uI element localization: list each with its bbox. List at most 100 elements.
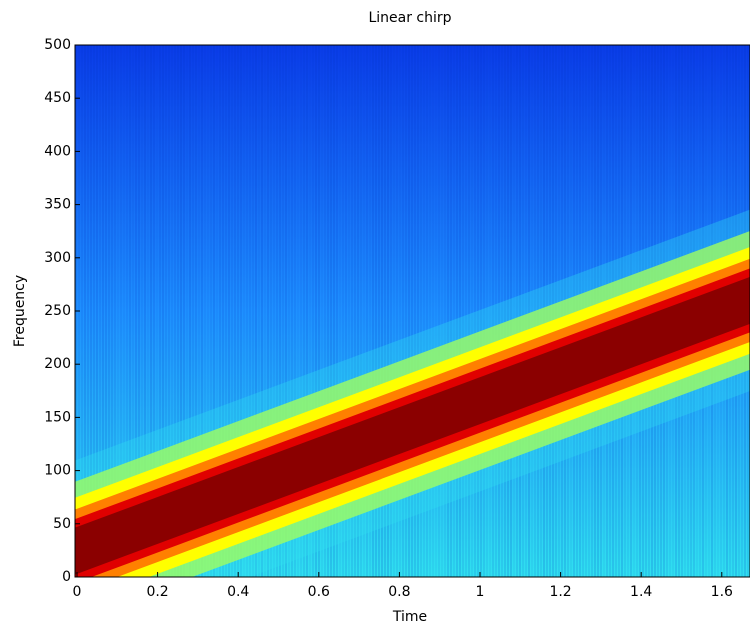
streak: [81, 45, 83, 577]
streak: [399, 45, 401, 577]
x-tick-label: 0.6: [308, 584, 330, 600]
streak: [228, 45, 230, 577]
streak: [120, 45, 122, 577]
streak: [147, 45, 149, 577]
streak: [276, 45, 278, 577]
x-tick-label: 0.4: [227, 584, 249, 600]
x-tick-label: 1.4: [630, 584, 652, 600]
streak: [510, 45, 512, 577]
streak: [378, 45, 380, 577]
y-tick-label: 400: [44, 143, 71, 159]
streak: [114, 45, 116, 577]
streak: [345, 45, 347, 577]
streak: [132, 45, 134, 577]
streak: [429, 45, 431, 577]
y-axis-label: Frequency: [12, 275, 28, 347]
streak: [225, 45, 227, 577]
streak: [90, 45, 92, 577]
streak: [180, 45, 182, 577]
streak: [492, 45, 494, 577]
streak: [231, 45, 233, 577]
streak: [408, 45, 410, 577]
streak: [270, 45, 272, 577]
streak: [297, 45, 299, 577]
streak: [324, 45, 326, 577]
streak: [435, 45, 437, 577]
x-axis-label: Time: [392, 609, 427, 625]
streak: [342, 45, 344, 577]
streak: [204, 45, 206, 577]
chart-title: Linear chirp: [368, 10, 451, 26]
streak: [117, 45, 119, 577]
y-tick-label: 350: [44, 197, 71, 213]
streak: [306, 45, 308, 577]
streak: [165, 45, 167, 577]
streak: [195, 45, 197, 577]
streak: [189, 45, 191, 577]
streak: [300, 45, 302, 577]
streak: [156, 45, 158, 577]
y-tick-label: 0: [62, 569, 71, 585]
streak: [258, 45, 260, 577]
streak: [243, 45, 245, 577]
streak: [186, 45, 188, 577]
streak: [183, 45, 185, 577]
streak: [447, 45, 449, 577]
streak: [369, 45, 371, 577]
streak: [426, 45, 428, 577]
streak: [471, 45, 473, 577]
ridge-band: [75, 276, 750, 575]
streak: [354, 45, 356, 577]
streak: [519, 45, 521, 577]
streak: [477, 45, 479, 577]
streak: [402, 45, 404, 577]
streak: [315, 45, 317, 577]
streak: [417, 45, 419, 577]
streak: [405, 45, 407, 577]
y-tick-label: 300: [44, 250, 71, 266]
streak: [282, 45, 284, 577]
streak: [210, 45, 212, 577]
x-tick-label: 1: [476, 584, 485, 600]
streak: [522, 45, 524, 577]
streak: [375, 45, 377, 577]
streak: [237, 45, 239, 577]
streak: [468, 45, 470, 577]
y-tick-label: 450: [44, 90, 71, 106]
streak: [93, 45, 95, 577]
streak: [420, 45, 422, 577]
streak: [390, 45, 392, 577]
streak: [498, 45, 500, 577]
streak: [285, 45, 287, 577]
streak: [222, 45, 224, 577]
streak: [486, 45, 488, 577]
streak: [531, 45, 533, 577]
streak: [336, 45, 338, 577]
streak: [246, 45, 248, 577]
streak: [480, 45, 482, 577]
y-tick-label: 250: [44, 303, 71, 319]
streak: [339, 45, 341, 577]
streak: [135, 45, 137, 577]
streak: [303, 45, 305, 577]
streak: [126, 45, 128, 577]
streak: [459, 45, 461, 577]
streak: [168, 45, 170, 577]
streak: [279, 45, 281, 577]
streak: [387, 45, 389, 577]
streak: [474, 45, 476, 577]
streak: [444, 45, 446, 577]
streak: [381, 45, 383, 577]
y-tick-label: 100: [44, 463, 71, 479]
streak: [138, 45, 140, 577]
streak: [393, 45, 395, 577]
streak: [516, 45, 518, 577]
streak: [360, 45, 362, 577]
streak: [411, 45, 413, 577]
streak: [252, 45, 254, 577]
streak: [174, 45, 176, 577]
streak: [525, 45, 527, 577]
streak: [234, 45, 236, 577]
streak: [372, 45, 374, 577]
